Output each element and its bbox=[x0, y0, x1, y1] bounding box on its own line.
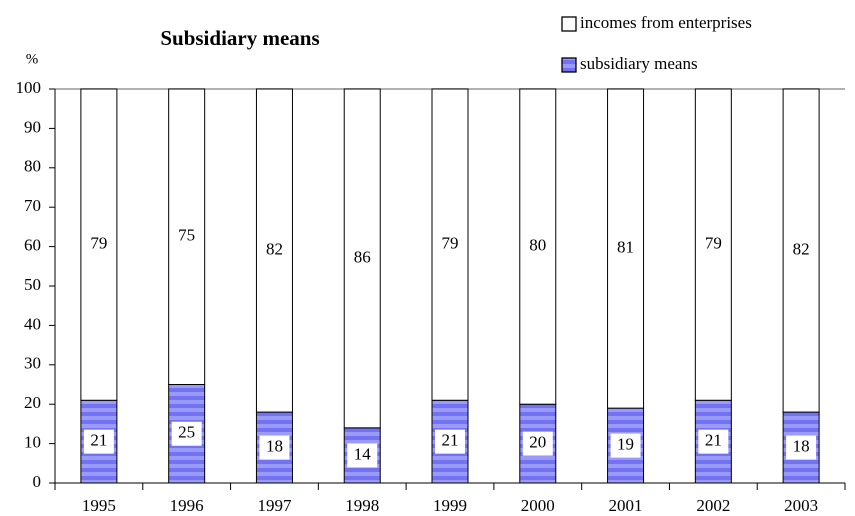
label-box bbox=[83, 429, 114, 454]
y-tick-label: 40 bbox=[24, 314, 41, 333]
data-label: 82 bbox=[266, 239, 283, 258]
data-label: 79 bbox=[442, 234, 459, 253]
y-tick-label: 30 bbox=[24, 354, 41, 373]
y-tick-label: 20 bbox=[24, 393, 41, 412]
data-label: 86 bbox=[354, 247, 371, 266]
x-tick-label: 2003 bbox=[784, 496, 818, 515]
data-label: 21 bbox=[90, 431, 107, 450]
data-label: 20 bbox=[529, 433, 546, 452]
bar-segment bbox=[343, 88, 381, 429]
x-tick-label: 1998 bbox=[345, 496, 379, 515]
data-label: 75 bbox=[178, 226, 195, 245]
bar-segment bbox=[694, 88, 732, 401]
y-tick-label: 100 bbox=[16, 78, 42, 97]
label-box bbox=[786, 435, 817, 460]
data-label: 25 bbox=[178, 423, 195, 442]
label-box bbox=[522, 431, 553, 456]
x-tick-label: 1999 bbox=[433, 496, 467, 515]
y-tick-label: 80 bbox=[24, 157, 41, 176]
bar-segment bbox=[431, 88, 469, 401]
x-tick-label: 1995 bbox=[82, 496, 116, 515]
bar-segment bbox=[519, 88, 557, 405]
label-box bbox=[347, 443, 378, 468]
legend-label: incomes from enterprises bbox=[580, 13, 752, 32]
chart-title: Subsidiary means bbox=[160, 26, 319, 50]
y-tick-label: 70 bbox=[24, 196, 41, 215]
label-box bbox=[435, 429, 465, 454]
legend-label: subsidiary means bbox=[580, 54, 698, 73]
legend-swatch bbox=[561, 16, 577, 32]
data-label: 79 bbox=[705, 234, 722, 253]
data-label: 80 bbox=[529, 236, 546, 255]
bar-segment bbox=[168, 88, 206, 385]
bar-segment bbox=[782, 88, 820, 413]
data-label: 21 bbox=[442, 431, 459, 450]
data-label: 14 bbox=[354, 444, 372, 463]
x-tick-label: 2002 bbox=[696, 496, 730, 515]
y-axis-label: % bbox=[26, 51, 39, 67]
data-label: 79 bbox=[90, 234, 107, 253]
x-tick-label: 1997 bbox=[257, 496, 292, 515]
y-tick-label: 90 bbox=[24, 117, 41, 136]
data-label: 18 bbox=[266, 436, 283, 455]
data-label: 18 bbox=[793, 436, 810, 455]
data-label: 81 bbox=[617, 237, 634, 256]
y-tick-label: 60 bbox=[24, 236, 41, 255]
x-tick-label: 2000 bbox=[521, 496, 555, 515]
bar-segment bbox=[607, 88, 645, 409]
x-tick-label: 1996 bbox=[170, 496, 204, 515]
legend-swatch bbox=[561, 57, 577, 73]
data-label: 82 bbox=[793, 239, 810, 258]
data-label: 19 bbox=[617, 434, 634, 453]
y-tick-label: 10 bbox=[24, 433, 41, 452]
y-tick-label: 0 bbox=[33, 472, 42, 491]
bar-segment bbox=[80, 88, 118, 401]
label-box bbox=[698, 429, 729, 454]
label-box bbox=[171, 421, 202, 446]
y-tick-label: 50 bbox=[24, 275, 41, 294]
bar-segment bbox=[255, 88, 293, 413]
data-label: 21 bbox=[705, 431, 722, 450]
label-box bbox=[610, 433, 641, 458]
x-tick-label: 2001 bbox=[609, 496, 643, 515]
label-box bbox=[259, 435, 290, 460]
